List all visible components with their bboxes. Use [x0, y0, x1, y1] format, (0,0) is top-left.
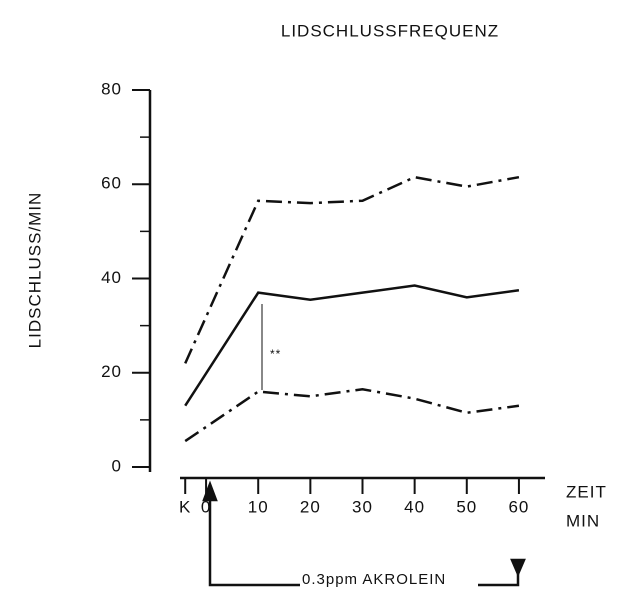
y-tick-label: 60 [101, 174, 122, 193]
arrow-head [510, 558, 526, 578]
y-tick-label: 80 [101, 79, 122, 98]
x-tick-label: 20 [300, 497, 321, 516]
series-line [184, 284, 520, 407]
y-tick-label: 0 [112, 456, 122, 475]
annotation: ** [270, 347, 281, 361]
y-axis-label: LIDSCHLUSS/MIN [25, 192, 44, 349]
x-tick-label: 0 [201, 497, 211, 516]
x-tick-label: 40 [404, 497, 425, 516]
y-tick-label: 40 [101, 268, 122, 287]
x-tick-label: 50 [456, 497, 477, 516]
annotation: 0.3ppm AKROLEIN [302, 571, 446, 588]
y-tick-label: 20 [101, 362, 122, 381]
exposure-bracket [202, 304, 526, 587]
x-tick-label: 60 [508, 497, 529, 516]
x-tick-label: 10 [248, 497, 269, 516]
bracket-line [208, 488, 300, 587]
x-tick-label: 30 [352, 497, 373, 516]
x-tick-label: K [179, 497, 191, 516]
series-line [184, 175, 520, 364]
series-line [184, 387, 520, 443]
x-axis-label: MIN [566, 511, 600, 530]
x-axis-label: ZEIT [566, 482, 607, 501]
chart-title: LIDSCHLUSSFREQUENZ [281, 21, 499, 40]
bracket-line [478, 560, 520, 587]
